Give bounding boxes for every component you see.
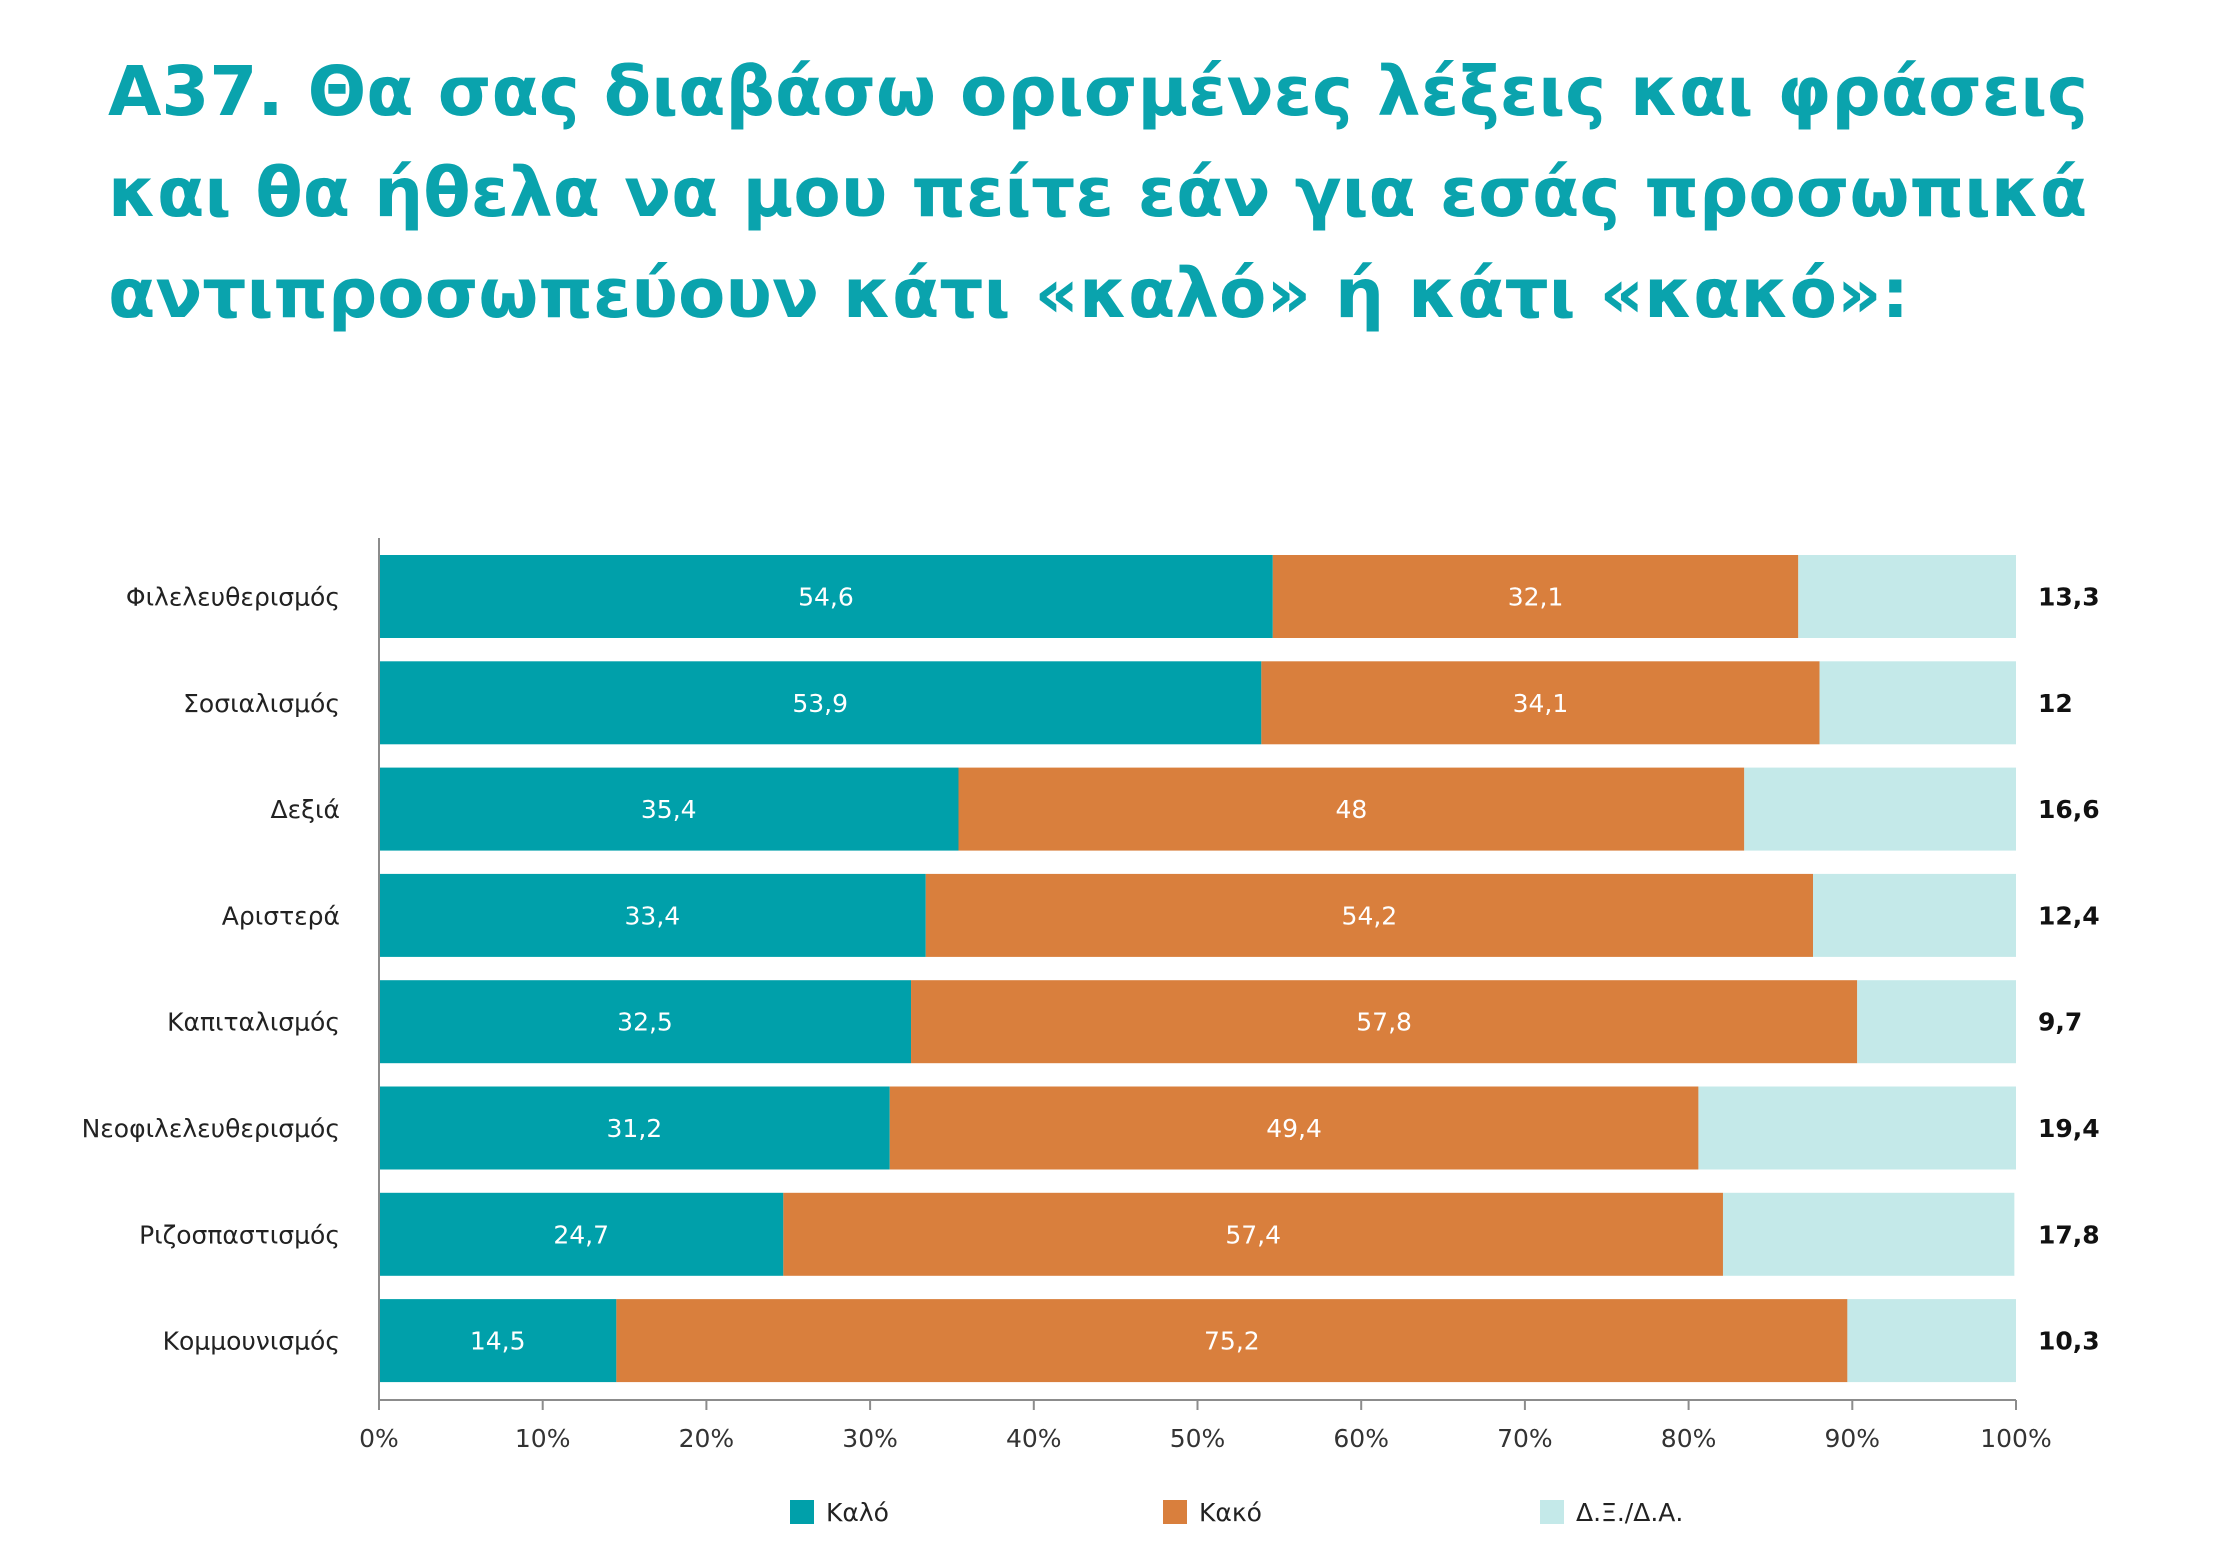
bar-segment-1 xyxy=(616,1299,1848,1383)
category-label: Καπιταλισμός xyxy=(167,1008,340,1037)
category-label: Φιλελευθερισμός xyxy=(126,583,340,612)
x-tick-label: 70% xyxy=(1497,1424,1553,1453)
legend-label: Δ.Ξ./Δ.Α. xyxy=(1576,1498,1683,1527)
bar-segment-2 xyxy=(1847,1299,2016,1383)
data-label: 57,8 xyxy=(1356,1008,1412,1037)
bar-segment-0 xyxy=(379,661,1262,745)
x-tick-label: 10% xyxy=(515,1424,571,1453)
bar-segment-1 xyxy=(925,873,1814,957)
data-label: 34,1 xyxy=(1513,689,1569,718)
data-label: 35,4 xyxy=(641,795,697,824)
chart-title-line-3: αντιπροσωπεύουν κάτι «καλό» ή κάτι «κακό… xyxy=(108,254,1910,334)
bar-segment-1 xyxy=(889,1086,1699,1170)
x-tick-label: 60% xyxy=(1333,1424,1389,1453)
bar-segment-2 xyxy=(1698,1086,2016,1170)
category-label: Αριστερά xyxy=(222,901,340,930)
bar-segment-1 xyxy=(783,1192,1723,1276)
data-label-outside: 13,3 xyxy=(2038,583,2100,612)
bar-segment-0 xyxy=(379,873,926,957)
legend-label: Κακό xyxy=(1199,1498,1262,1527)
data-label: 49,4 xyxy=(1266,1114,1322,1143)
legend-swatch xyxy=(790,1500,814,1524)
category-label: Νεοφιλελευθερισμός xyxy=(82,1114,340,1143)
bar-segment-2 xyxy=(1722,1192,2015,1276)
bar-segment-1 xyxy=(958,767,1745,851)
legend-swatch xyxy=(1540,1500,1564,1524)
data-label: 32,1 xyxy=(1508,583,1564,612)
data-label: 48 xyxy=(1335,795,1367,824)
x-tick-label: 40% xyxy=(1006,1424,1062,1453)
data-label: 53,9 xyxy=(792,689,848,718)
x-tick-label: 90% xyxy=(1825,1424,1881,1453)
bar-segment-2 xyxy=(1798,555,2016,638)
bar-segment-1 xyxy=(1272,555,1799,638)
bar-segment-1 xyxy=(911,980,1858,1064)
x-tick-label: 0% xyxy=(359,1424,399,1453)
data-label-outside: 19,4 xyxy=(2038,1114,2100,1143)
data-label: 54,6 xyxy=(798,583,854,612)
data-label-outside: 10,3 xyxy=(2038,1327,2100,1356)
chart-title-line-2: και θα ήθελα να μου πείτε εάν για εσάς π… xyxy=(108,153,2088,233)
legend-swatch xyxy=(1163,1500,1187,1524)
bar-segment-0 xyxy=(379,555,1273,638)
data-label: 54,2 xyxy=(1342,901,1398,930)
legend-label: Καλό xyxy=(826,1498,889,1527)
bar-segment-1 xyxy=(1261,661,1820,745)
bar-segment-2 xyxy=(1744,767,2016,851)
data-label: 75,2 xyxy=(1204,1327,1260,1356)
category-label: Ριζοσπαστισμός xyxy=(139,1220,340,1249)
category-label: Σοσιαλισμός xyxy=(183,689,340,718)
data-label: 33,4 xyxy=(625,901,681,930)
bar-segment-2 xyxy=(1857,980,2016,1064)
chart-title-line-1: Α37. Θα σας διαβάσω ορισμένες λέξεις και… xyxy=(108,52,2089,132)
bar-segment-0 xyxy=(379,980,912,1064)
x-tick-label: 30% xyxy=(842,1424,898,1453)
data-label-outside: 16,6 xyxy=(2038,795,2100,824)
x-tick-label: 80% xyxy=(1661,1424,1717,1453)
category-label: Κομμουνισμός xyxy=(163,1327,340,1356)
bar-segment-0 xyxy=(379,1299,617,1383)
data-label-outside: 17,8 xyxy=(2038,1220,2100,1249)
bar-segment-2 xyxy=(1819,661,2016,745)
bar-segment-2 xyxy=(1813,873,2016,957)
data-label-outside: 12,4 xyxy=(2038,901,2100,930)
x-tick-label: 20% xyxy=(679,1424,735,1453)
x-tick-label: 100% xyxy=(1980,1424,2051,1453)
bar-segment-0 xyxy=(379,1086,890,1170)
data-label: 31,2 xyxy=(607,1114,663,1143)
bar-segment-0 xyxy=(379,1192,784,1276)
data-label: 32,5 xyxy=(617,1008,673,1037)
data-label-outside: 12 xyxy=(2038,689,2073,718)
data-label: 24,7 xyxy=(553,1220,609,1249)
x-tick-label: 50% xyxy=(1170,1424,1226,1453)
data-label: 14,5 xyxy=(470,1327,526,1356)
data-label: 57,4 xyxy=(1225,1220,1281,1249)
category-label: Δεξιά xyxy=(271,795,341,824)
chart-title: Α37. Θα σας διαβάσω ορισμένες λέξεις και… xyxy=(108,42,2188,345)
bar-segment-0 xyxy=(379,767,959,851)
data-label-outside: 9,7 xyxy=(2038,1008,2082,1037)
